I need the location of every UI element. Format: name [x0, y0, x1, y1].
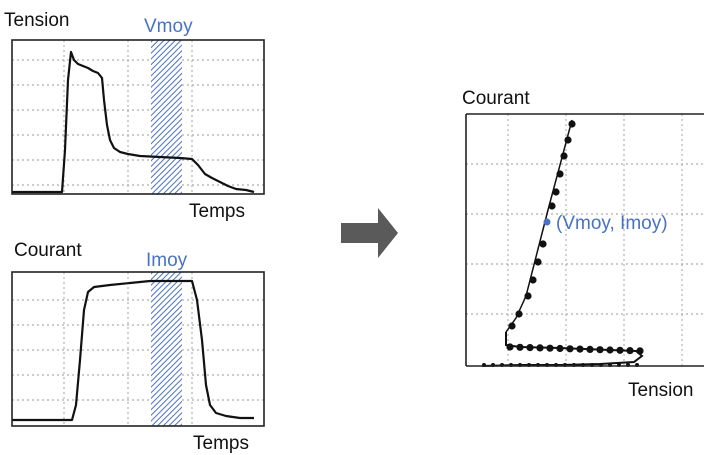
vmoy-label: Vmoy: [144, 16, 193, 37]
iv-point-7: [534, 258, 541, 265]
iv-point-22: [606, 346, 613, 353]
imoy-label: Imoy: [146, 250, 188, 271]
iv-point-5: [548, 202, 555, 209]
iv-point-3: [556, 170, 563, 177]
current-panel-x-label: Temps: [193, 433, 249, 454]
current-panel-grid: [12, 272, 264, 426]
current-panel-frame: [12, 272, 264, 426]
voltage-panel-x-label: Temps: [189, 201, 245, 222]
iv-point-16: [546, 345, 553, 352]
iv-point-12: [506, 343, 513, 350]
iv-point-21: [596, 346, 603, 353]
iv-panel-y-label: Courant: [462, 88, 530, 109]
iv-point-20: [586, 346, 593, 353]
right-arrow-icon: [341, 208, 398, 258]
mean-point-label: (Vmoy, Imoy): [556, 213, 668, 234]
iv-point-14: [526, 344, 533, 351]
iv-point-9: [524, 292, 531, 299]
iv-point-4: [552, 188, 559, 195]
vmoy-averaging-band: [151, 40, 182, 194]
iv-point-13: [516, 344, 523, 351]
current-panel-y-label: Courant: [14, 240, 82, 261]
iv-panel-x-label: Tension: [628, 380, 694, 401]
iv-point-18: [566, 345, 573, 352]
imoy-averaging-band: [151, 272, 182, 426]
iv-point-11: [508, 322, 515, 329]
voltage-panel-y-label: Tension: [4, 10, 70, 31]
iv-point-2: [560, 152, 567, 159]
iv-characteristic-panel: Courant (Vmoy, Imoy) Tension: [462, 88, 704, 401]
iv-point-15: [536, 344, 543, 351]
voltage-panel-frame: [12, 40, 264, 194]
iv-point-1: [564, 136, 571, 143]
iv-point-0: [568, 120, 575, 127]
voltage-trace: [12, 52, 254, 192]
iv-measurement-points: [482, 120, 644, 367]
iv-point-8: [529, 276, 536, 283]
iv-point-25: [636, 347, 643, 354]
voltage-panel-grid: [12, 40, 264, 194]
voltage-time-panel: Tension Vmoy Temps: [4, 10, 264, 222]
current-time-panel: Courant Imoy Temps: [12, 240, 264, 454]
iv-point-19: [576, 346, 583, 353]
iv-point-17: [556, 345, 563, 352]
iv-panel-grid: [466, 114, 704, 366]
iv-point-6: [539, 240, 546, 247]
mean-operating-point: [544, 219, 551, 226]
current-trace: [12, 281, 254, 420]
iv-point-24: [626, 347, 633, 354]
iv-point-10: [515, 310, 522, 317]
iv-point-23: [616, 347, 623, 354]
